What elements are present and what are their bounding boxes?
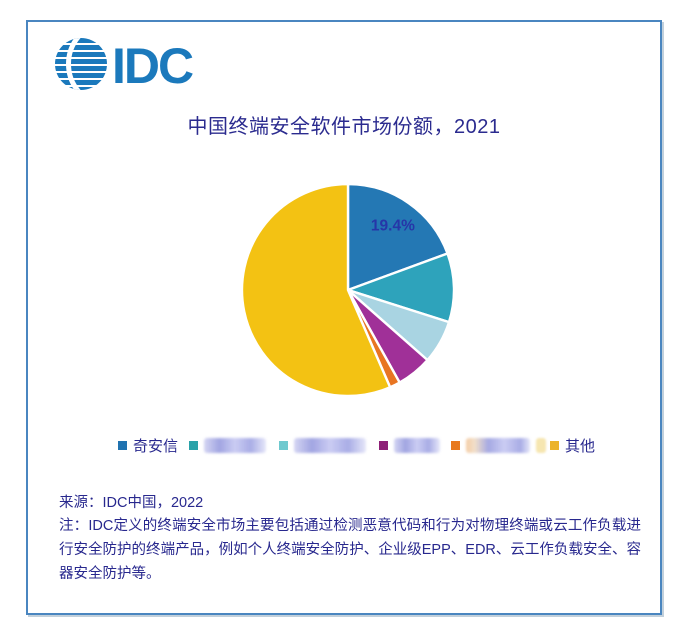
legend: 奇安信 其他 [28,436,660,458]
legend-swatch [550,440,559,450]
note-text: 注：IDC定义的终端安全市场主要包括通过检测恶意代码和行为对物理终端或云工作负载… [59,518,641,582]
pie-slice-qianxin [346,182,449,292]
redacted-label-blur [394,437,440,453]
legend-swatch [279,440,288,450]
idc-logo-text: IDC [112,38,193,92]
globe-icon [55,38,107,90]
pie-chart-svg: 19.4% [240,182,456,398]
slice-value-label: 19.4% [371,218,415,235]
legend-item-redacted-4 [451,436,530,454]
legend-swatch [189,440,198,450]
redacted-label-blur [536,437,546,453]
legend-item-qianxin: 奇安信 [118,436,179,455]
legend-item-redacted-2 [279,436,366,454]
pie-chart: 19.4% [238,180,458,400]
legend-item-redacted-1 [189,436,266,454]
legend-swatch [451,440,460,450]
redacted-label-blur [294,437,366,453]
report-frame: IDC 中国终端安全软件市场份额，2021 19.4% 奇安信 [26,20,662,615]
legend-label: 奇安信 [133,437,179,455]
chart-title: 中国终端安全软件市场份额，2021 [187,116,501,138]
legend-label: 其他 [565,437,596,455]
legend-item-redacted-3 [379,436,440,454]
source-line: 来源：IDC中国，2022 [59,495,204,511]
pie-slice-others [240,182,392,398]
redacted-label-blur [466,437,530,453]
legend-swatch [118,440,127,450]
legend-swatch [379,440,388,450]
redacted-label-blur [204,437,266,453]
pie-slice-redacted-1 [346,252,456,324]
legend-item-others: 其他 [536,436,596,455]
idc-logo: IDC [54,36,204,94]
idc-logo-graphic: IDC [55,38,195,94]
